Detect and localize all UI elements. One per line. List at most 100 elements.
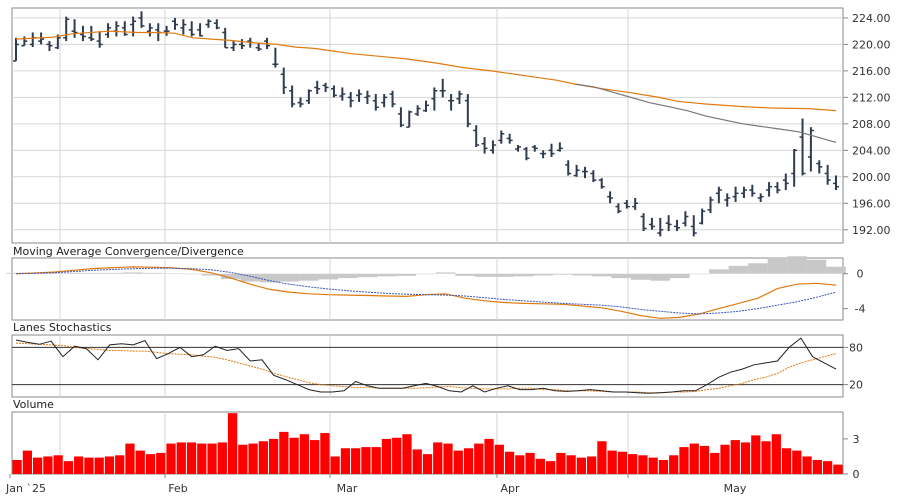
macd-histogram-bar	[611, 273, 631, 279]
volume-bar	[638, 455, 648, 474]
volume-bar	[822, 461, 833, 474]
volume-bar	[94, 457, 104, 474]
macd-histogram-bar	[787, 256, 807, 274]
volume-bar	[330, 456, 340, 474]
macd-histogram-bar	[142, 272, 163, 274]
volume-bar	[115, 455, 125, 474]
macd-histogram-bar	[494, 273, 514, 277]
volume-bar	[515, 455, 525, 474]
volume-bar	[351, 448, 361, 474]
price-ytick-label: 212.00	[852, 91, 891, 104]
macd-panel	[6, 256, 846, 319]
macd-histogram-bar	[396, 273, 417, 276]
volume-ytick-label: 3	[853, 433, 860, 446]
volume-bar	[74, 456, 84, 474]
macd-histogram-bar	[299, 273, 319, 281]
volume-bar	[730, 440, 740, 474]
stochastics-d-line	[15, 342, 837, 394]
macd-histogram-bar	[591, 273, 612, 277]
macd-ytick-label: -4	[855, 303, 866, 316]
price-ytick-label: 196.00	[852, 197, 891, 210]
volume-bar	[679, 447, 689, 474]
stochastics-ytick-label: 20	[849, 379, 863, 392]
volume-bar	[699, 445, 710, 474]
volume-bar	[340, 448, 351, 474]
volume-bar	[392, 437, 402, 474]
price-ytick-label: 220.00	[852, 38, 891, 51]
x-tick-label: Jan `25	[5, 482, 46, 495]
price-ytick-label: 200.00	[852, 171, 891, 184]
macd-histogram-bar	[123, 272, 143, 274]
macd-histogram-bar	[513, 273, 534, 277]
volume-bar	[576, 457, 587, 474]
volume-bar	[761, 441, 771, 474]
macd-histogram-bar	[806, 259, 827, 274]
volume-bar	[710, 452, 720, 474]
volume-bar	[422, 454, 433, 474]
macd-histogram-bar	[201, 273, 221, 276]
volume-bar	[443, 443, 453, 474]
macd-histogram-bar	[826, 266, 846, 274]
macd-frame	[11, 257, 844, 321]
volume-panel	[12, 413, 843, 474]
price-ytick-label: 216.00	[852, 65, 891, 78]
volume-bar	[453, 450, 463, 474]
volume-bar	[176, 442, 186, 474]
volume-bar	[238, 444, 248, 474]
stoch-frame	[11, 334, 844, 398]
volume-bar	[474, 443, 484, 474]
volume-bar	[381, 438, 392, 474]
x-tick-label: Feb	[168, 482, 187, 495]
volume-bar	[53, 455, 63, 474]
volume-bar	[371, 447, 381, 474]
volume-bar	[166, 443, 176, 474]
volume-ytick-label: 0	[853, 468, 860, 481]
macd-histogram-bar	[103, 272, 124, 274]
volume-bar	[689, 443, 699, 474]
x-tick-label: Mar	[337, 482, 358, 495]
macd-histogram-bar	[221, 273, 241, 279]
x-tick-label: May	[724, 482, 747, 495]
macd-histogram-bar	[709, 269, 729, 274]
volume-bar	[617, 451, 628, 474]
moving-average-short	[575, 83, 837, 143]
volume-bar	[669, 455, 679, 474]
volume-bar	[12, 459, 22, 474]
macd-histogram-bar	[728, 265, 749, 274]
volume-bar	[812, 459, 822, 474]
volume-bar	[781, 448, 792, 474]
volume-bar	[545, 461, 556, 474]
volume-bar	[197, 443, 207, 474]
volume-bar	[556, 452, 566, 474]
volume-bar	[792, 450, 802, 474]
macd-histogram-bar	[240, 273, 261, 282]
volume-bar	[156, 452, 166, 474]
volume-bar	[494, 444, 504, 474]
macd-histogram-bar	[84, 272, 104, 274]
stochastics-ytick-label: 80	[849, 341, 863, 354]
macd-histogram-bar	[670, 273, 690, 279]
volume-bar	[484, 438, 494, 474]
volume-bar	[412, 449, 422, 474]
volume-bar	[504, 451, 515, 474]
macd-histogram-bar	[260, 273, 280, 283]
macd-histogram-bar	[357, 273, 378, 278]
price-panel	[13, 11, 839, 237]
stochastics-panel	[12, 337, 843, 394]
macd-histogram-bar	[631, 273, 651, 280]
macd-histogram-bar	[162, 273, 182, 274]
volume-bar	[566, 455, 576, 474]
macd-histogram-bar	[279, 273, 300, 282]
macd-histogram-bar	[552, 273, 573, 275]
volume-bar	[658, 459, 669, 474]
volume-bar	[740, 442, 751, 474]
macd-histogram-bar	[435, 272, 456, 274]
macd-histogram-bar	[338, 273, 358, 279]
volume-bar	[299, 434, 310, 474]
price-ytick-label: 208.00	[852, 118, 891, 131]
volume-bar	[268, 438, 279, 474]
volume-bar	[771, 434, 781, 474]
macd-histogram-bar	[650, 273, 671, 281]
volume-bar	[525, 452, 535, 474]
volume-bar	[217, 442, 227, 474]
